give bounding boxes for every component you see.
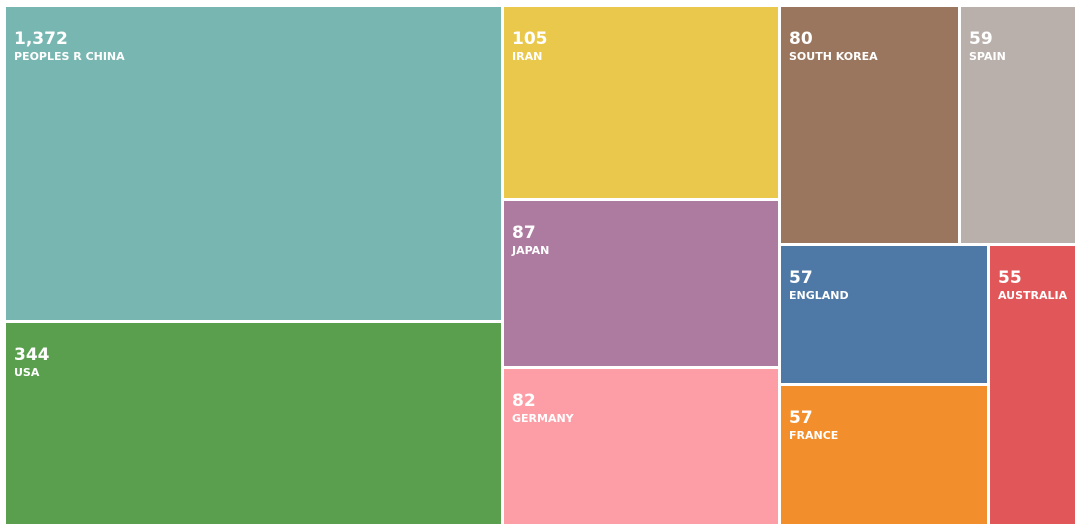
tile: [781, 386, 987, 524]
tile: [781, 246, 987, 383]
value-label: 59: [969, 29, 993, 49]
category-label: GERMANY: [512, 412, 575, 425]
category-label: FRANCE: [789, 429, 838, 442]
category-label: ENGLAND: [789, 289, 849, 302]
value-label: 80: [789, 29, 813, 49]
tile: [504, 201, 778, 366]
value-label: 55: [998, 268, 1022, 288]
tile: [504, 7, 778, 198]
value-label: 1,372: [14, 29, 68, 49]
tile: [990, 246, 1075, 524]
category-label: AUSTRALIA: [998, 289, 1068, 302]
category-label: USA: [14, 366, 40, 379]
value-label: 57: [789, 268, 813, 288]
value-label: 57: [789, 408, 813, 428]
category-label: IRAN: [512, 50, 542, 63]
value-label: 344: [14, 345, 50, 365]
tile: [781, 7, 958, 243]
value-label: 82: [512, 391, 536, 411]
category-label: SPAIN: [969, 50, 1006, 63]
value-label: 105: [512, 29, 548, 49]
category-label: JAPAN: [511, 244, 549, 257]
value-label: 87: [512, 223, 536, 243]
tile: [961, 7, 1075, 243]
category-label: PEOPLES R CHINA: [14, 50, 125, 63]
tile: [6, 7, 501, 320]
category-label: SOUTH KOREA: [789, 50, 878, 63]
tile: [6, 323, 501, 524]
tile: [504, 369, 778, 524]
